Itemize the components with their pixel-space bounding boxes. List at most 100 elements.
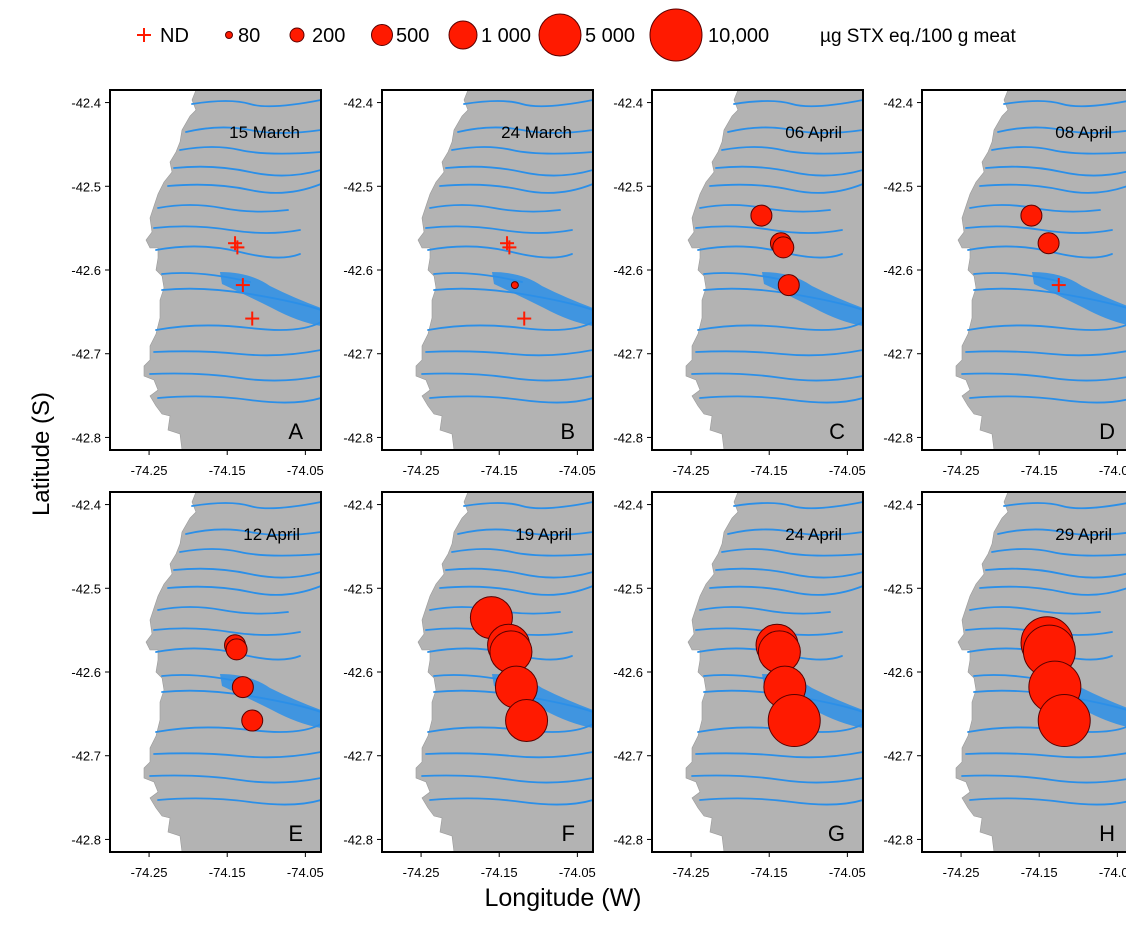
river-4 bbox=[173, 165, 321, 177]
river-14 bbox=[699, 797, 863, 806]
x-tick-label: -74.25 bbox=[403, 865, 440, 880]
y-tick-label: -42.8 bbox=[71, 832, 101, 847]
river-10 bbox=[973, 287, 1126, 309]
land-mass bbox=[685, 90, 863, 450]
legend-size-label-3: 500 bbox=[396, 25, 429, 47]
river-1 bbox=[733, 501, 863, 510]
river-13 bbox=[421, 774, 593, 784]
y-tick-label: -42.7 bbox=[613, 749, 643, 764]
river-13 bbox=[961, 372, 1126, 382]
y-tick-label: -42.6 bbox=[71, 263, 101, 278]
x-tick-label: -74.25 bbox=[131, 463, 168, 478]
legend-bubble-4 bbox=[448, 20, 478, 50]
river-3 bbox=[721, 548, 863, 557]
x-tick-label: -74.15 bbox=[1021, 865, 1058, 880]
river-1 bbox=[463, 99, 593, 108]
land-mass bbox=[415, 90, 593, 450]
y-tick-label: -42.6 bbox=[613, 665, 643, 680]
legend-bubble-6 bbox=[649, 8, 703, 62]
y-tick-label: -42.7 bbox=[883, 749, 913, 764]
river-4 bbox=[445, 165, 593, 177]
river-6 bbox=[429, 204, 561, 213]
river-10 bbox=[161, 689, 321, 713]
nd-marker bbox=[245, 311, 260, 326]
y-tick-label: -42.4 bbox=[71, 498, 101, 513]
nd-marker bbox=[235, 278, 250, 293]
toxin-bubble bbox=[750, 204, 773, 227]
panel-letter: H bbox=[1099, 821, 1115, 846]
x-tick-label: -74.15 bbox=[751, 865, 788, 880]
river-5 bbox=[167, 585, 321, 596]
panel-letter: C bbox=[829, 419, 845, 444]
river-7 bbox=[153, 225, 301, 234]
river-14 bbox=[429, 797, 593, 806]
toxin-bubble bbox=[1020, 204, 1043, 227]
x-tick-label: -74.05 bbox=[1099, 463, 1126, 478]
panel-letter: B bbox=[560, 419, 575, 444]
y-tick-label: -42.5 bbox=[343, 179, 373, 194]
x-tick-label: -74.15 bbox=[481, 463, 518, 478]
river-2 bbox=[727, 126, 863, 134]
legend-size-label-4: 1 000 bbox=[481, 25, 531, 47]
y-tick-label: -42.7 bbox=[883, 347, 913, 362]
river-4 bbox=[715, 165, 863, 177]
map-panel-d: 08 April D -42.4 -42.5 -42.6 -42.7 -42.8 -74.25… bbox=[883, 89, 1126, 478]
y-tick-label: -42.5 bbox=[343, 581, 373, 596]
y-tick-label: -42.5 bbox=[883, 179, 913, 194]
river-12 bbox=[965, 752, 1126, 759]
panel-date: 24 March bbox=[501, 123, 572, 142]
river-3 bbox=[991, 548, 1126, 557]
legend-nd-label: ND bbox=[160, 25, 189, 47]
river-2 bbox=[727, 528, 863, 536]
legend-unit-label: µg STX eq./100 g meat bbox=[820, 26, 1017, 47]
river-7 bbox=[695, 225, 843, 234]
river-11 bbox=[427, 321, 593, 331]
y-axis-title: Latitude (S) bbox=[28, 391, 55, 517]
panel-date: 19 April bbox=[515, 525, 572, 544]
river-1 bbox=[191, 99, 321, 108]
panel-letter: G bbox=[828, 821, 845, 846]
x-axis-title: Longitude (W) bbox=[484, 884, 642, 912]
x-tick-label: -74.25 bbox=[943, 865, 980, 880]
map-panel-h: 29 April H -42.4 -42.5 -42.6 -42.7 -42.8 -74.25… bbox=[883, 491, 1126, 880]
river-9 bbox=[433, 272, 523, 283]
river-3 bbox=[451, 548, 593, 557]
river-1 bbox=[733, 99, 863, 108]
legend: ND 80 200 500 1 000 5 000 10,000 µg STX eq./100… bbox=[137, 8, 1017, 62]
river-13 bbox=[961, 774, 1126, 784]
y-tick-label: -42.8 bbox=[71, 430, 101, 445]
x-tick-label: -74.05 bbox=[829, 865, 866, 880]
map-panel-b: 24 March B -42.4 -42.5 -42.6 -42.7 -42.8 -74.25… bbox=[343, 89, 596, 478]
y-tick-label: -42.4 bbox=[883, 498, 913, 513]
river-13 bbox=[691, 372, 863, 382]
toxin-bubble bbox=[1037, 232, 1060, 255]
legend-bubble-5 bbox=[538, 13, 582, 57]
x-tick-label: -74.15 bbox=[751, 463, 788, 478]
x-tick-label: -74.15 bbox=[209, 865, 246, 880]
y-tick-label: -42.4 bbox=[883, 96, 913, 111]
river-9 bbox=[973, 272, 1063, 283]
x-tick-label: -74.05 bbox=[287, 463, 324, 478]
river-2 bbox=[457, 528, 593, 536]
map-panel-f: 19 April F -42.4 -42.5 -42.6 -42.7 -42.8 -74.25… bbox=[343, 491, 596, 880]
river-11 bbox=[967, 324, 1126, 331]
panel-date: 08 April bbox=[1055, 123, 1112, 142]
x-tick-label: -74.15 bbox=[209, 463, 246, 478]
river-10 bbox=[433, 287, 593, 311]
legend-size-label-1: 80 bbox=[238, 25, 260, 47]
y-tick-label: -42.4 bbox=[613, 96, 643, 111]
river-14 bbox=[699, 395, 863, 404]
nd-marker bbox=[517, 311, 532, 326]
river-11 bbox=[155, 321, 321, 331]
river-14 bbox=[157, 395, 321, 404]
y-tick-label: -42.8 bbox=[883, 430, 913, 445]
legend-nd-marker bbox=[137, 28, 151, 42]
nd-marker bbox=[1051, 278, 1066, 293]
y-tick-label: -42.6 bbox=[343, 665, 373, 680]
river-2 bbox=[185, 126, 321, 134]
river-2 bbox=[185, 528, 321, 536]
y-tick-label: -42.8 bbox=[613, 430, 643, 445]
river-4 bbox=[985, 567, 1126, 579]
x-tick-label: -74.05 bbox=[1099, 865, 1126, 880]
y-tick-label: -42.6 bbox=[883, 665, 913, 680]
